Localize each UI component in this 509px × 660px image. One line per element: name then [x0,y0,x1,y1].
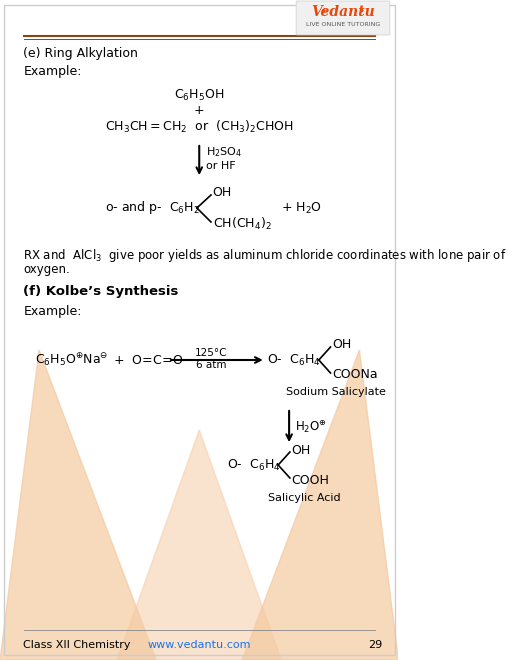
Text: O-  $\mathrm{C_6H_4}$: O- $\mathrm{C_6H_4}$ [226,457,279,473]
Text: $\mathrm{C_6H_5OH}$: $\mathrm{C_6H_5OH}$ [174,88,224,102]
Text: LIVE ONLINE TUTORING: LIVE ONLINE TUTORING [305,22,379,26]
Text: (e) Ring Alkylation: (e) Ring Alkylation [23,46,138,59]
Text: OH: OH [331,339,351,352]
FancyBboxPatch shape [296,1,389,35]
Text: $\mathrm{C_6H_5O^{\oplus}Na^{\ominus}}$: $\mathrm{C_6H_5O^{\oplus}Na^{\ominus}}$ [35,352,108,368]
Polygon shape [0,350,156,660]
Text: •: • [321,7,326,16]
Text: RX and  $\mathrm{AlCl_3}$  give poor yields as aluminum chloride coordinates wit: RX and $\mathrm{AlCl_3}$ give poor yield… [23,246,506,263]
Text: (f) Kolbe’s Synthesis: (f) Kolbe’s Synthesis [23,286,179,298]
Polygon shape [117,430,281,660]
Text: Vedantu: Vedantu [310,5,374,19]
Text: or HF: or HF [205,161,235,171]
Text: 29: 29 [367,640,381,650]
Text: $\mathrm{+\ H_2O}$: $\mathrm{+\ H_2O}$ [281,201,322,216]
Text: OH: OH [212,187,231,199]
Text: Example:: Example: [23,65,82,79]
Polygon shape [242,350,398,660]
Text: Class XII Chemistry: Class XII Chemistry [23,640,131,650]
Text: OH: OH [291,444,310,457]
Text: 125°C: 125°C [194,348,227,358]
Text: Salicylic Acid: Salicylic Acid [268,493,341,503]
Text: 6 atm: 6 atm [195,360,226,370]
Text: www.vedantu.com: www.vedantu.com [147,640,250,650]
Text: o- and p-  $\mathrm{C_6H_2}$: o- and p- $\mathrm{C_6H_2}$ [105,199,200,216]
Text: $\mathrm{H_2SO_4}$: $\mathrm{H_2SO_4}$ [205,145,241,159]
Text: $+$  O$\!=\!$C$\!=\!$O: $+$ O$\!=\!$C$\!=\!$O [113,354,184,366]
Text: COONa: COONa [331,368,377,381]
Text: Sodium Salicylate: Sodium Salicylate [286,387,385,397]
Text: •: • [359,7,364,16]
Text: O-  $\mathrm{C_6H_4}$: O- $\mathrm{C_6H_4}$ [267,352,320,368]
Text: +: + [193,104,204,117]
Text: $\mathrm{CH(CH_4)_2}$: $\mathrm{CH(CH_4)_2}$ [212,216,271,232]
Text: Example:: Example: [23,306,82,319]
Text: $\mathrm{H_2O^{\oplus}}$: $\mathrm{H_2O^{\oplus}}$ [295,418,327,436]
Text: COOH: COOH [291,473,329,486]
Text: $\mathrm{CH_3CH{=}CH_2}$  or  $\mathrm{(CH_3)_2CHOH}$: $\mathrm{CH_3CH{=}CH_2}$ or $\mathrm{(CH… [105,119,293,135]
Text: oxygen.: oxygen. [23,263,70,277]
